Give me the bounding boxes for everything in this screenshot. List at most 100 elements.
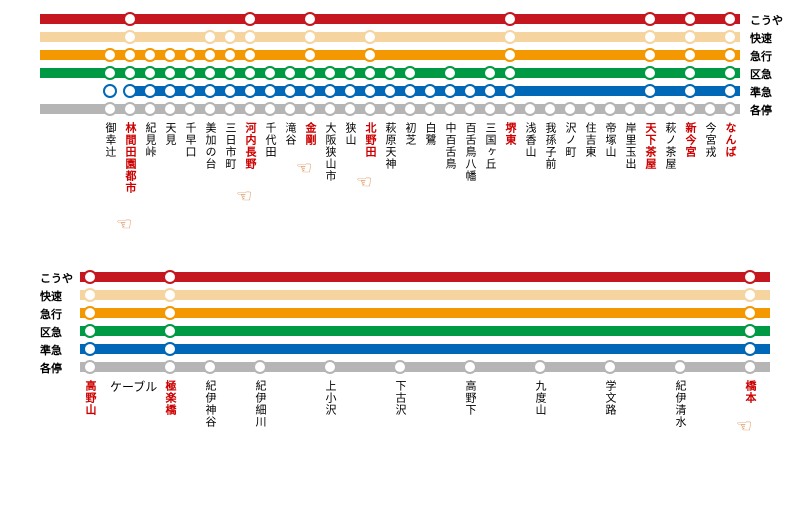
stop-dot xyxy=(183,66,197,80)
stop-dot xyxy=(163,360,177,374)
service-row-kukyuu: 区急 xyxy=(10,64,790,82)
station-label: 沢ノ町 xyxy=(562,122,578,158)
station-label[interactable]: 新今宮 xyxy=(682,122,698,158)
stop-dot xyxy=(643,48,657,62)
service-row-kouya: こうや xyxy=(10,10,790,28)
pointer-icon[interactable]: ☜ xyxy=(736,416,752,437)
stop-dot xyxy=(83,270,97,284)
service-label-kaisoku: 快速 xyxy=(750,30,772,46)
station-label[interactable]: なんば xyxy=(722,122,738,158)
line-bar xyxy=(40,14,740,24)
pointer-icon[interactable]: ☜ xyxy=(116,214,132,235)
stop-dot xyxy=(443,66,457,80)
cable-tick xyxy=(146,308,148,318)
stop-dot xyxy=(263,84,277,98)
service-row-kaisoku: 快速 xyxy=(10,286,790,304)
station-label[interactable]: 高野山 xyxy=(82,380,98,416)
stop-dot xyxy=(243,84,257,98)
cable-tick xyxy=(106,308,108,318)
stop-dot xyxy=(683,12,697,26)
station-label: 三国ヶ丘 xyxy=(482,122,498,170)
stop-dot xyxy=(383,84,397,98)
stop-dot xyxy=(163,288,177,302)
stop-dot xyxy=(543,102,557,116)
stop-dot xyxy=(603,102,617,116)
cable-tick xyxy=(98,308,100,318)
service-label-kakutei: 各停 xyxy=(750,102,772,118)
stop-dot xyxy=(303,102,317,116)
stop-dot xyxy=(503,30,517,44)
station-label[interactable]: 金剛 xyxy=(302,122,318,146)
service-row-junkyuu: 準急 xyxy=(10,340,790,358)
stop-dot xyxy=(323,102,337,116)
stop-dot xyxy=(643,84,657,98)
line-bar xyxy=(80,308,770,318)
stop-dot xyxy=(263,102,277,116)
stop-dot xyxy=(363,30,377,44)
cable-tick xyxy=(98,326,100,336)
station-label: 高野下 xyxy=(462,380,478,416)
pointer-icon[interactable]: ☜ xyxy=(236,186,252,207)
stop-dot xyxy=(283,66,297,80)
stop-dot xyxy=(483,102,497,116)
cable-tick xyxy=(114,308,116,318)
stop-dot xyxy=(683,66,697,80)
cable-tick xyxy=(138,272,140,282)
station-label: 白鷺 xyxy=(422,122,438,146)
station-label[interactable]: 堺東 xyxy=(502,122,518,146)
station-label[interactable]: 天下茶屋 xyxy=(642,122,658,170)
stop-dot xyxy=(203,102,217,116)
cable-tick xyxy=(146,344,148,354)
cable-tick xyxy=(146,326,148,336)
stop-dot xyxy=(723,48,737,62)
stop-dot xyxy=(203,30,217,44)
station-label[interactable]: 極楽橋 xyxy=(162,380,178,416)
station-label: 紀伊細川 xyxy=(252,380,268,428)
stop-dot xyxy=(123,30,137,44)
stop-dot xyxy=(83,306,97,320)
stop-dot xyxy=(503,102,517,116)
cable-tick xyxy=(106,272,108,282)
station-label: 住吉東 xyxy=(582,122,598,158)
stop-dot xyxy=(243,48,257,62)
stop-dot xyxy=(523,102,537,116)
pointer-icon[interactable]: ☜ xyxy=(356,172,372,193)
cable-tick xyxy=(130,272,132,282)
stop-dot xyxy=(103,84,117,98)
station-label: 美加の台 xyxy=(202,122,218,170)
stop-dot xyxy=(163,84,177,98)
cable-tick xyxy=(106,326,108,336)
station-label: 我孫子前 xyxy=(542,122,558,170)
stop-dot xyxy=(723,66,737,80)
service-row-kaisoku: 快速 xyxy=(10,28,790,46)
stop-dot xyxy=(83,342,97,356)
stop-dot xyxy=(383,66,397,80)
service-label-kyuukou: 急行 xyxy=(40,306,62,322)
station-label: 下古沢 xyxy=(392,380,408,416)
stop-dot xyxy=(123,102,137,116)
stop-dot xyxy=(203,84,217,98)
station-label[interactable]: 北野田 xyxy=(362,122,378,158)
bottom-route-section: こうや快速急行区急準急各停橋本☜紀伊清水学文路九度山高野下下古沢上小沢紀伊細川紀… xyxy=(10,268,790,506)
cable-tick xyxy=(146,290,148,300)
station-label: 千代田 xyxy=(262,122,278,158)
service-row-kukyuu: 区急 xyxy=(10,322,790,340)
stop-dot xyxy=(623,102,637,116)
stop-dot xyxy=(363,48,377,62)
stop-dot xyxy=(503,48,517,62)
station-label[interactable]: 林間田園都市 xyxy=(122,122,138,194)
stop-dot xyxy=(583,102,597,116)
cable-tick xyxy=(122,326,124,336)
stop-dot xyxy=(463,360,477,374)
service-row-kyuukou: 急行 xyxy=(10,304,790,322)
stop-dot xyxy=(203,360,217,374)
cable-tick xyxy=(114,326,116,336)
line-bar xyxy=(80,290,770,300)
station-label: 三日市町 xyxy=(222,122,238,170)
pointer-icon[interactable]: ☜ xyxy=(296,158,312,179)
station-label: 百舌鳥八幡 xyxy=(462,122,478,182)
stop-dot xyxy=(83,360,97,374)
stop-dot xyxy=(563,102,577,116)
station-label[interactable]: 河内長野 xyxy=(242,122,258,170)
station-label[interactable]: 橋本 xyxy=(742,380,758,404)
